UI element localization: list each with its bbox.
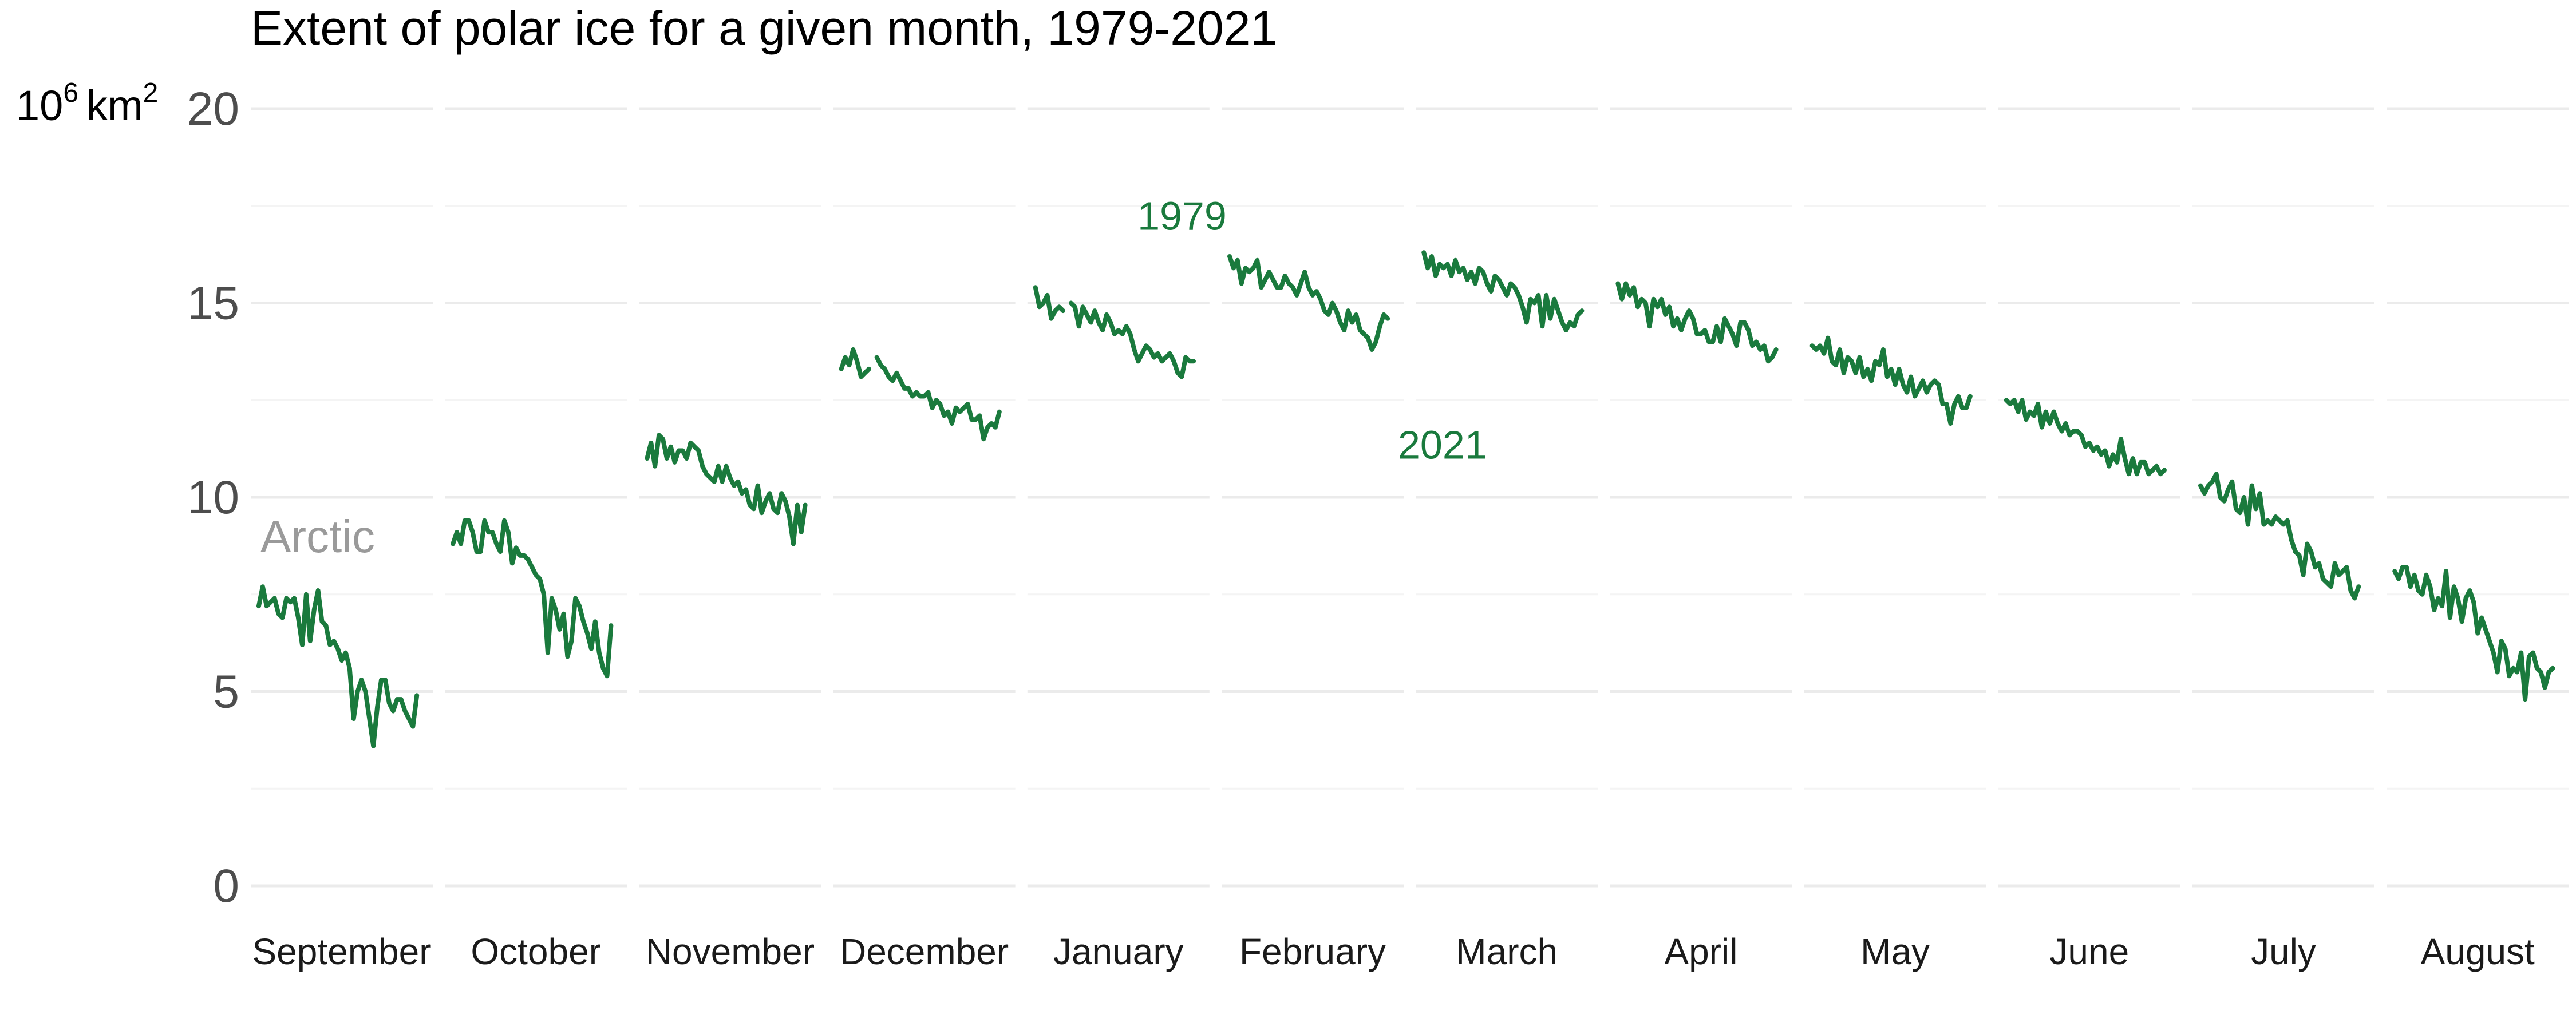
y-tick-label: 5 [213,666,239,718]
end-year-label: 2021 [1398,423,1487,468]
y-tick-label: 15 [187,278,239,330]
series-line-december [839,347,1002,442]
month-label: June [2049,931,2129,972]
month-label: January [1053,931,1184,972]
month-label: September [252,931,431,972]
series-line-april [1615,281,1779,364]
month-label: December [840,931,1009,972]
series-line-october [451,518,614,679]
y-tick-label: 10 [187,472,239,524]
month-label: May [1860,931,1930,972]
series-line-june [2004,398,2167,477]
series-line-september [256,584,420,748]
month-label: November [646,931,815,972]
month-labels: September October November December January F… [252,931,2535,972]
month-label: July [2251,931,2316,972]
chart-title: Extent of polar ice for a given month, 1… [251,1,1277,55]
y-axis-ticks: 0 5 10 15 20 [187,83,239,912]
y-tick-label: 0 [213,860,239,912]
series-line-january [1033,285,1196,379]
month-label: October [471,931,601,972]
y-axis-unit-label: 106 km2 [16,78,158,129]
month-label: February [1239,931,1386,972]
series-line-march [1421,250,1585,332]
series-line-february [1227,254,1390,352]
series-line-november [645,433,808,546]
start-year-label: 1979 [1137,193,1227,238]
series-line-august [2392,565,2555,702]
grid-lines [251,107,2569,888]
month-label: April [1664,931,1737,972]
series-lines [256,250,2555,748]
series-line-may [1809,335,1973,426]
series-line-july [2198,472,2361,601]
month-label: August [2421,931,2535,972]
y-tick-label: 20 [187,83,239,135]
series-name-label: Arctic [260,511,375,562]
month-label: March [1456,931,1558,972]
